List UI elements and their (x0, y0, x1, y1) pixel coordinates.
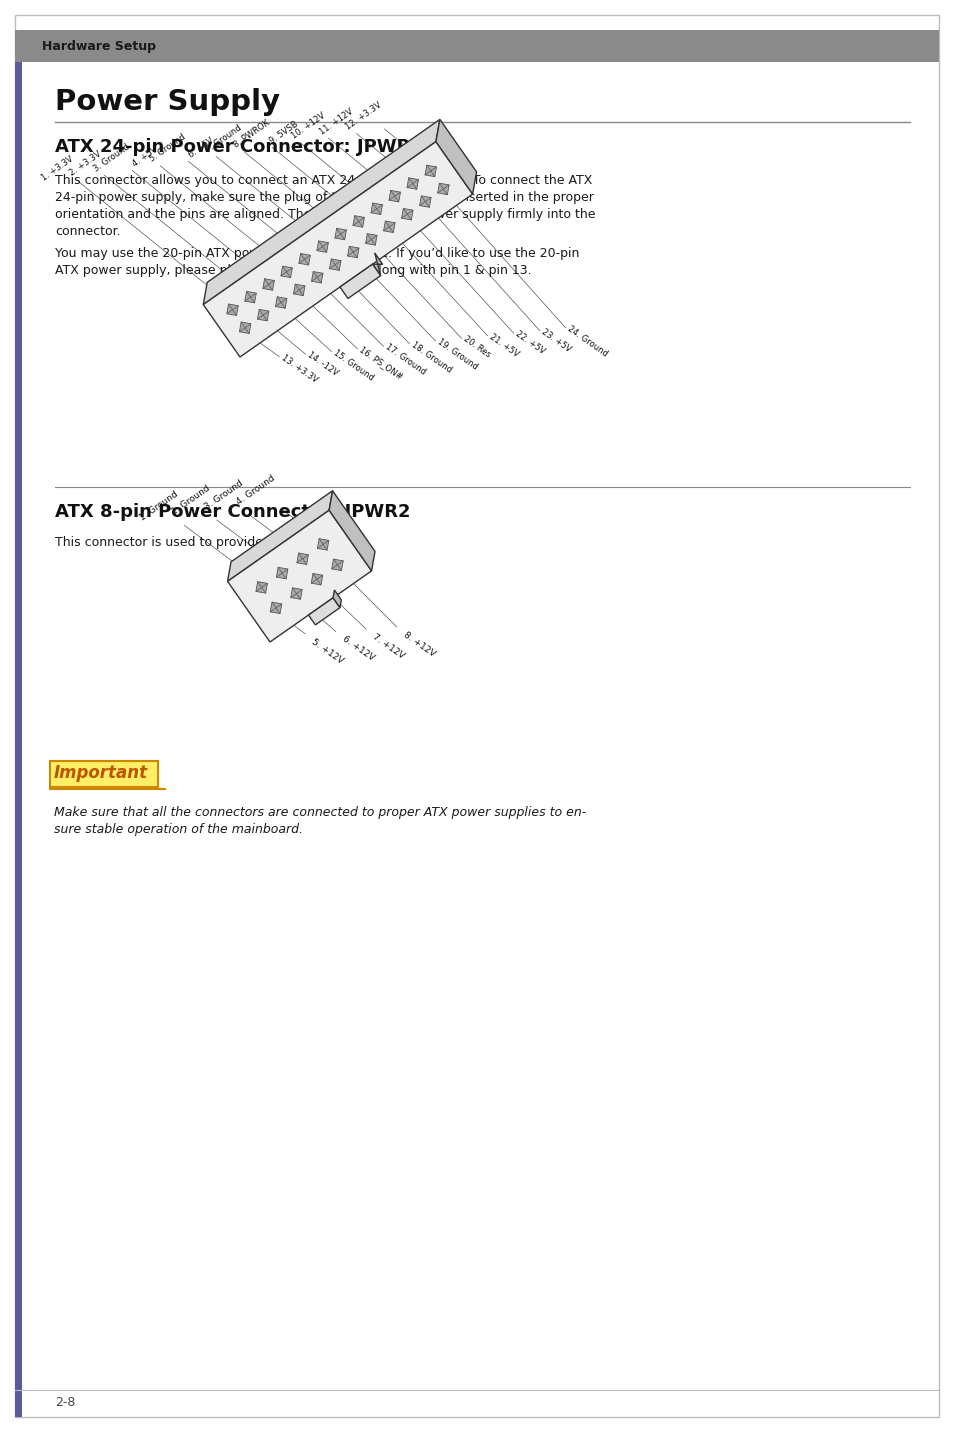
Polygon shape (329, 491, 375, 571)
Text: 2. +3.3V: 2. +3.3V (68, 149, 103, 178)
Text: 7. Ground: 7. Ground (204, 123, 243, 155)
Polygon shape (339, 263, 380, 298)
Text: 14. -12V: 14. -12V (305, 351, 339, 378)
Polygon shape (308, 597, 339, 624)
Polygon shape (263, 279, 274, 291)
Polygon shape (333, 590, 341, 607)
Polygon shape (280, 266, 292, 278)
Text: 1. +3.3V: 1. +3.3V (40, 155, 75, 182)
Polygon shape (407, 178, 418, 189)
Text: 21. +5V: 21. +5V (487, 332, 519, 359)
Text: 7. +12V: 7. +12V (371, 632, 406, 660)
Text: 3. Ground: 3. Ground (91, 142, 132, 173)
Polygon shape (317, 538, 329, 550)
Text: Important: Important (54, 765, 148, 782)
Text: 2-8: 2-8 (55, 1396, 75, 1409)
Polygon shape (335, 228, 346, 239)
Polygon shape (371, 203, 382, 215)
Text: 16. PS_ON#: 16. PS_ON# (357, 345, 404, 381)
Polygon shape (373, 253, 382, 275)
Polygon shape (227, 304, 238, 315)
Text: connector.: connector. (55, 225, 120, 238)
Polygon shape (291, 587, 302, 599)
Bar (15, 62, 22, 1418)
Polygon shape (312, 272, 323, 284)
Text: 22. +5V: 22. +5V (513, 329, 546, 357)
Text: 15. Ground: 15. Ground (331, 348, 375, 382)
FancyBboxPatch shape (15, 14, 938, 1418)
Polygon shape (436, 119, 476, 195)
Text: 6. +12V: 6. +12V (340, 634, 375, 663)
Text: 2. Ground: 2. Ground (170, 484, 212, 517)
Polygon shape (353, 216, 364, 228)
Text: 1. Ground: 1. Ground (137, 490, 179, 523)
Polygon shape (389, 190, 400, 202)
Text: 4. +5V: 4. +5V (131, 145, 159, 169)
Polygon shape (383, 221, 395, 232)
Text: ATX 8-pin Power Connector: JPWR2: ATX 8-pin Power Connector: JPWR2 (55, 503, 410, 521)
Text: This connector is used to provide +12V power.: This connector is used to provide +12V p… (55, 536, 347, 548)
Polygon shape (401, 209, 413, 221)
Text: Power Supply: Power Supply (55, 87, 280, 116)
Text: ATX 24-pin Power Connector: JPWR1: ATX 24-pin Power Connector: JPWR1 (55, 137, 422, 156)
Text: 3. Ground: 3. Ground (202, 478, 244, 511)
Polygon shape (437, 183, 449, 195)
Polygon shape (228, 510, 371, 642)
Polygon shape (228, 491, 333, 581)
Text: 13. +3.3V: 13. +3.3V (279, 354, 318, 384)
Text: 8. +12V: 8. +12V (401, 630, 436, 659)
Polygon shape (298, 253, 310, 265)
Polygon shape (332, 558, 343, 570)
Polygon shape (276, 567, 288, 579)
Text: 4. Ground: 4. Ground (234, 474, 276, 507)
Text: Hardware Setup: Hardware Setup (42, 40, 156, 53)
Polygon shape (365, 233, 376, 245)
Bar (15, 30, 938, 62)
Text: 5. +12V: 5. +12V (310, 637, 345, 666)
Text: 20. Res: 20. Res (461, 335, 492, 359)
Polygon shape (419, 196, 431, 208)
Text: 6. +5V: 6. +5V (187, 136, 215, 159)
Text: sure stable operation of the mainboard.: sure stable operation of the mainboard. (54, 823, 303, 836)
Polygon shape (255, 581, 267, 593)
Text: This connector allows you to connect an ATX 24-pin power supply. To connect the : This connector allows you to connect an … (55, 175, 592, 188)
Text: ATX power supply, please plug your power supply along with pin 1 & pin 13.: ATX power supply, please plug your power… (55, 263, 531, 276)
Polygon shape (425, 165, 436, 176)
Text: Make sure that all the connectors are connected to proper ATX power supplies to : Make sure that all the connectors are co… (54, 806, 586, 819)
Polygon shape (203, 119, 439, 305)
Text: 24-pin power supply, make sure the plug of the power supply is inserted in the p: 24-pin power supply, make sure the plug … (55, 190, 594, 203)
Text: 23. +5V: 23. +5V (539, 326, 572, 354)
Text: 5. Ground: 5. Ground (148, 133, 187, 165)
Text: orientation and the pins are aligned. Then push down the power supply firmly int: orientation and the pins are aligned. Th… (55, 208, 595, 221)
Text: 8. PWROK: 8. PWROK (232, 119, 271, 150)
Text: 18. Ground: 18. Ground (409, 339, 453, 374)
Polygon shape (311, 573, 322, 584)
Polygon shape (245, 291, 256, 302)
Text: 9. 5VSB: 9. 5VSB (267, 119, 299, 146)
Polygon shape (239, 322, 251, 334)
Polygon shape (294, 284, 305, 295)
Text: 12. +3.3V: 12. +3.3V (344, 100, 383, 132)
Text: 11. +12V: 11. +12V (318, 106, 355, 136)
Polygon shape (257, 309, 269, 321)
Text: You may use the 20-pin ATX power supply as you like. If you’d like to use the 20: You may use the 20-pin ATX power supply … (55, 246, 578, 261)
Polygon shape (270, 601, 281, 614)
Text: 19. Ground: 19. Ground (436, 338, 478, 371)
Polygon shape (203, 142, 472, 357)
Polygon shape (329, 259, 340, 271)
Polygon shape (347, 246, 358, 258)
Text: 24. Ground: 24. Ground (565, 324, 609, 358)
Polygon shape (316, 241, 328, 252)
Polygon shape (296, 553, 308, 564)
FancyBboxPatch shape (50, 760, 158, 788)
Text: 10. +12V: 10. +12V (290, 112, 327, 140)
Polygon shape (275, 296, 287, 308)
Text: 17. Ground: 17. Ground (383, 342, 427, 377)
